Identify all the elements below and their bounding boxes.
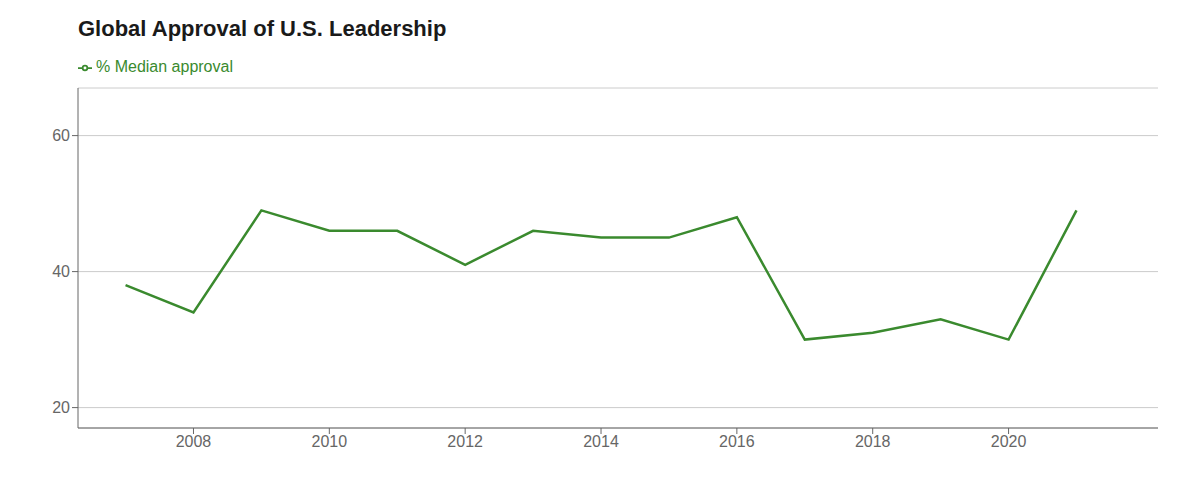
svg-text:2008: 2008 — [176, 433, 212, 450]
svg-text:2010: 2010 — [312, 433, 348, 450]
svg-text:60: 60 — [52, 127, 70, 144]
svg-text:2016: 2016 — [719, 433, 755, 450]
html-text:% Median approval: % Median approval — [96, 58, 233, 75]
html-text:Global Approval of U.S. Leader: Global Approval of U.S. Leadership — [78, 16, 447, 41]
svg-text:2018: 2018 — [855, 433, 891, 450]
svg-text:2014: 2014 — [583, 433, 619, 450]
svg-text:40: 40 — [52, 263, 70, 280]
svg-text:2020: 2020 — [991, 433, 1027, 450]
svg-text:2012: 2012 — [447, 433, 483, 450]
svg-text:20: 20 — [52, 399, 70, 416]
